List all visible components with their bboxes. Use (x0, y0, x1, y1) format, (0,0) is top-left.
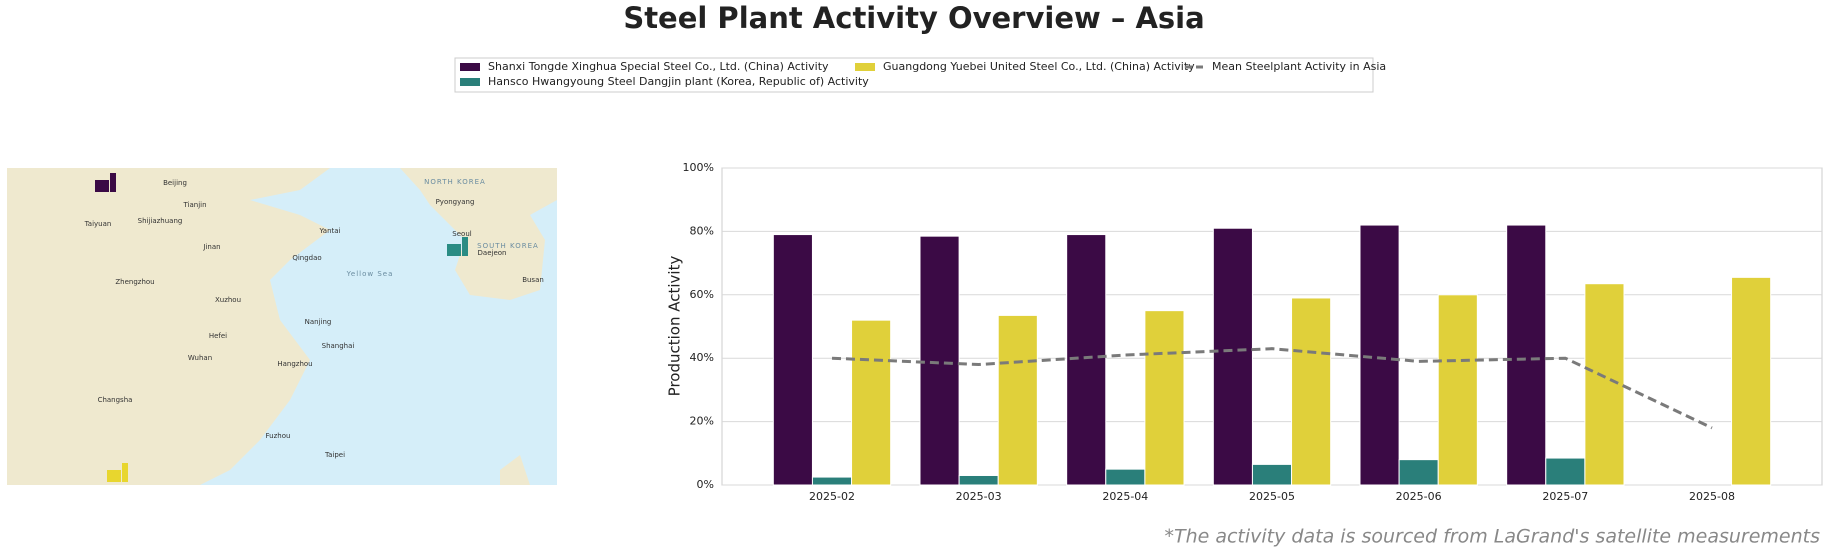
map-label: Shanghai (322, 342, 355, 350)
map-label: Jinan (202, 243, 220, 251)
map-label: Zhengzhou (115, 278, 154, 286)
land-korea (400, 168, 557, 300)
plant-icon (95, 173, 116, 192)
bar (997, 314, 1038, 486)
map-label: Pyongyang (436, 198, 475, 206)
map-label: Nanjing (305, 318, 332, 326)
legend-box (454, 57, 1374, 93)
bar (1144, 310, 1185, 486)
mean-line (831, 347, 1713, 430)
map-label: Taipei (324, 451, 345, 459)
map-label: Xuzhou (215, 296, 241, 304)
bar (772, 234, 813, 486)
map-label: Yellow Sea (346, 270, 394, 278)
bar (1251, 463, 1293, 486)
y-tick-label: 0% (697, 478, 714, 491)
x-tick-label: 2025-04 (1102, 490, 1148, 503)
x-tick-label: 2025-06 (1396, 490, 1442, 503)
map-label: Beijing (163, 179, 187, 187)
bar (1359, 224, 1400, 486)
bar (1291, 297, 1332, 486)
map-label: Wuhan (188, 354, 212, 362)
map-label: Changsha (98, 396, 133, 404)
y-tick-label: 80% (690, 224, 714, 237)
map-label: Hefei (209, 332, 227, 340)
legend-label: Hansco Hwangyoung Steel Dangjin plant (K… (488, 75, 869, 88)
land-taiwan (500, 455, 530, 485)
footnote: *The activity data is sourced from LaGra… (1164, 526, 1820, 548)
plant-icon (107, 463, 128, 482)
legend-label: Guangdong Yuebei United Steel Co., Ltd. … (883, 60, 1195, 73)
x-tick-label: 2025-08 (1689, 490, 1735, 503)
map-label: NORTH KOREA (424, 178, 486, 186)
legend-swatch (460, 78, 480, 86)
y-tick-label: 20% (690, 415, 714, 428)
map-label: Seoul (452, 230, 471, 238)
y-tick-label: 60% (690, 288, 714, 301)
bar (1105, 468, 1146, 486)
map-label: Tianjin (182, 201, 206, 209)
map-label: SOUTH KOREA (477, 242, 539, 250)
y-tick-label: 100% (683, 161, 714, 174)
y-axis-label: Production Activity (666, 256, 684, 397)
map-label: Fuzhou (266, 432, 291, 440)
chart-title: Steel Plant Activity Overview – Asia (623, 1, 1204, 35)
bar (811, 476, 853, 486)
map-label: Shijiazhuang (138, 217, 183, 225)
bar (851, 319, 892, 486)
plant-icon (447, 237, 468, 256)
bar (1731, 276, 1772, 486)
legend-label: Shanxi Tongde Xinghua Special Steel Co.,… (488, 60, 829, 73)
x-tick-label: 2025-03 (956, 490, 1002, 503)
bar (958, 474, 999, 486)
bar (1584, 283, 1625, 486)
x-tick-label: 2025-05 (1249, 490, 1295, 503)
map-label: Qingdao (292, 254, 321, 262)
bar (1545, 457, 1586, 486)
bar (1437, 294, 1478, 486)
legend-label: Mean Steelplant Activity in Asia (1212, 60, 1386, 73)
legend-swatch (855, 63, 875, 71)
map-label: Hangzhou (277, 360, 312, 368)
map-label: Busan (522, 276, 544, 284)
land-china (7, 168, 330, 485)
x-tick-label: 2025-07 (1542, 490, 1588, 503)
bar (1212, 227, 1253, 486)
map (7, 168, 557, 485)
y-tick-label: 40% (690, 351, 714, 364)
map-label: Yantai (318, 227, 340, 235)
bar (1398, 459, 1439, 486)
bar (1506, 224, 1547, 486)
bar (919, 235, 960, 486)
x-tick-label: 2025-02 (809, 490, 855, 503)
map-label: Daejeon (478, 249, 507, 257)
legend-swatch (460, 63, 480, 71)
map-label: Taiyuan (84, 220, 112, 228)
